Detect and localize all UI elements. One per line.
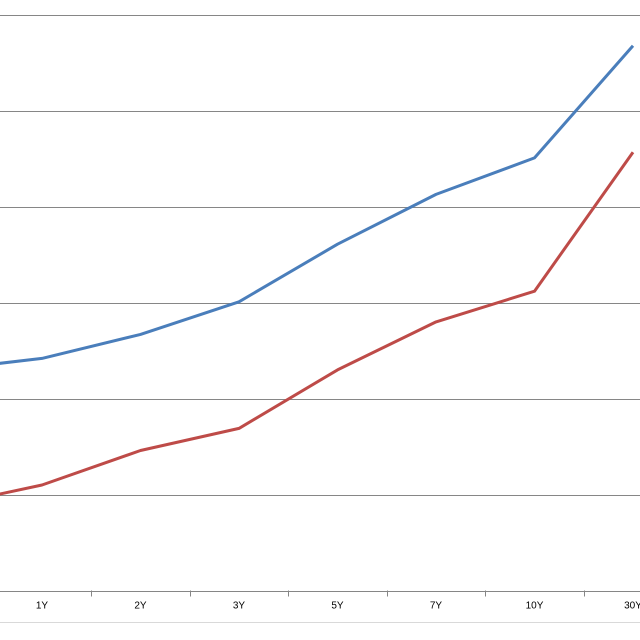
- line-series: [0, 44, 635, 365]
- x-tick-label: 10Y: [526, 601, 544, 612]
- x-tick-label: 5Y: [331, 601, 344, 612]
- line-series: [0, 151, 635, 496]
- x-tick-label: 30Y: [624, 601, 640, 612]
- x-tick-label: 1Y: [36, 601, 49, 612]
- x-tick-label: 3Y: [233, 601, 246, 612]
- x-tick-label: 2Y: [134, 601, 147, 612]
- x-tick-label: 7Y: [430, 601, 443, 612]
